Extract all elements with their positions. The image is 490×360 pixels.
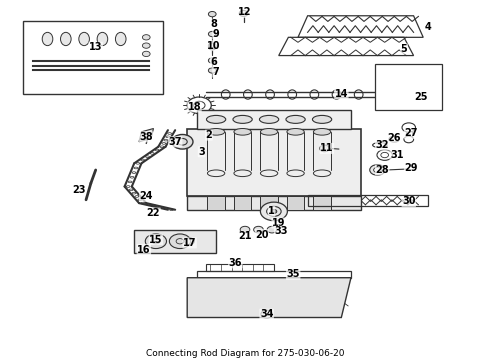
FancyBboxPatch shape: [287, 197, 304, 210]
Text: 32: 32: [375, 140, 389, 150]
Circle shape: [172, 135, 193, 149]
Text: 31: 31: [390, 150, 403, 160]
Circle shape: [261, 310, 272, 318]
Text: 6: 6: [210, 57, 217, 67]
Polygon shape: [134, 230, 216, 253]
Text: 29: 29: [404, 163, 418, 173]
Circle shape: [143, 43, 150, 48]
Circle shape: [208, 43, 216, 48]
Polygon shape: [197, 110, 351, 129]
Text: 27: 27: [404, 129, 418, 139]
Text: 23: 23: [72, 185, 86, 195]
Text: 22: 22: [147, 208, 160, 218]
Text: 16: 16: [137, 244, 150, 255]
Ellipse shape: [314, 129, 331, 135]
Ellipse shape: [42, 32, 53, 46]
Text: 11: 11: [320, 143, 334, 153]
Ellipse shape: [286, 116, 305, 123]
Text: 9: 9: [213, 29, 220, 39]
Ellipse shape: [287, 129, 304, 135]
Ellipse shape: [259, 116, 279, 123]
Text: 5: 5: [401, 44, 407, 54]
Circle shape: [254, 226, 263, 233]
FancyBboxPatch shape: [375, 64, 442, 110]
FancyBboxPatch shape: [207, 197, 225, 210]
Text: 37: 37: [169, 137, 182, 147]
Text: 28: 28: [375, 165, 389, 175]
Text: 38: 38: [140, 132, 153, 142]
Ellipse shape: [207, 129, 225, 135]
Text: 18: 18: [188, 102, 201, 112]
Text: 20: 20: [255, 230, 269, 240]
FancyBboxPatch shape: [314, 197, 331, 210]
Circle shape: [319, 145, 329, 152]
Circle shape: [143, 51, 150, 57]
Circle shape: [146, 234, 167, 248]
FancyBboxPatch shape: [24, 21, 163, 94]
Text: Connecting Rod Diagram for 275-030-06-20: Connecting Rod Diagram for 275-030-06-20: [146, 349, 344, 358]
Text: 12: 12: [238, 8, 252, 17]
Text: 14: 14: [335, 89, 348, 99]
Text: 33: 33: [274, 226, 288, 236]
Text: 35: 35: [287, 269, 300, 279]
Text: 25: 25: [414, 92, 428, 102]
Circle shape: [208, 12, 216, 17]
Ellipse shape: [116, 32, 126, 46]
Text: 34: 34: [260, 309, 273, 319]
FancyBboxPatch shape: [234, 197, 251, 210]
Text: 10: 10: [207, 41, 220, 51]
Ellipse shape: [233, 116, 252, 123]
Ellipse shape: [61, 32, 71, 46]
Ellipse shape: [97, 32, 108, 46]
Text: 19: 19: [272, 218, 286, 228]
Text: 7: 7: [213, 67, 220, 77]
Text: 26: 26: [388, 134, 401, 143]
Circle shape: [271, 210, 277, 213]
Text: 36: 36: [229, 258, 242, 268]
Polygon shape: [139, 129, 153, 142]
Ellipse shape: [260, 129, 278, 135]
Text: 30: 30: [402, 197, 416, 206]
Circle shape: [370, 165, 385, 175]
Text: 15: 15: [149, 235, 163, 244]
Circle shape: [260, 202, 288, 221]
Polygon shape: [187, 129, 361, 197]
Circle shape: [239, 10, 248, 17]
Circle shape: [240, 226, 250, 233]
Text: 4: 4: [425, 22, 431, 32]
Ellipse shape: [79, 32, 89, 46]
Polygon shape: [187, 278, 351, 318]
Text: 13: 13: [89, 42, 102, 52]
Circle shape: [208, 31, 216, 37]
Text: 21: 21: [238, 231, 252, 241]
Ellipse shape: [234, 129, 251, 135]
Circle shape: [208, 45, 216, 50]
Circle shape: [170, 234, 191, 248]
Text: 2: 2: [205, 130, 212, 140]
Circle shape: [208, 58, 216, 63]
Text: 1: 1: [268, 206, 275, 216]
Ellipse shape: [206, 116, 226, 123]
Text: 24: 24: [140, 192, 153, 202]
Text: 8: 8: [210, 19, 217, 29]
Circle shape: [143, 35, 150, 40]
Polygon shape: [187, 197, 361, 210]
Text: 17: 17: [183, 238, 196, 248]
FancyBboxPatch shape: [260, 197, 278, 210]
Ellipse shape: [313, 116, 332, 123]
Circle shape: [208, 68, 216, 73]
Text: 3: 3: [198, 147, 205, 157]
Circle shape: [267, 226, 277, 233]
